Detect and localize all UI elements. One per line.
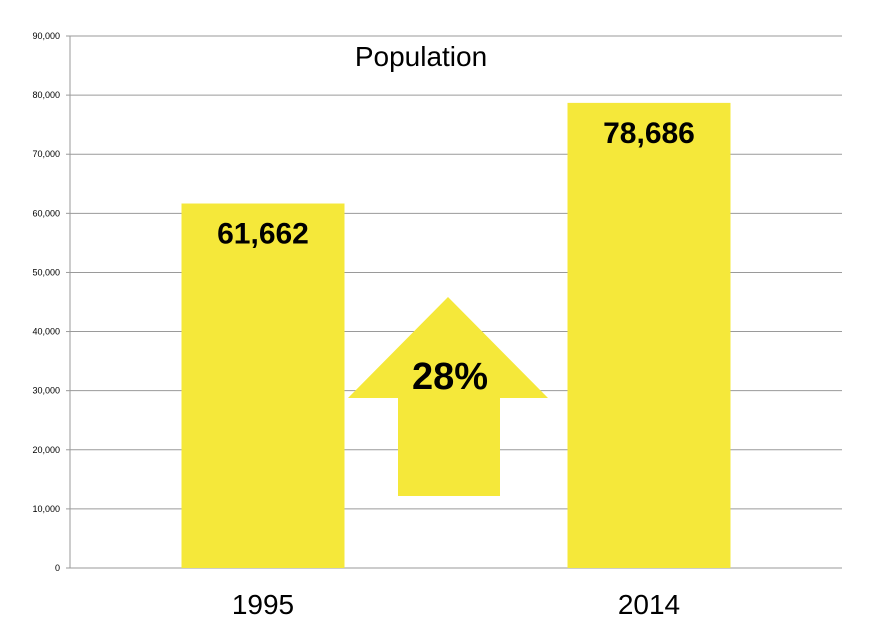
data-label-1995: 61,662: [217, 218, 309, 251]
data-label-2014: 78,686: [603, 117, 695, 150]
y-tick-label: 60,000: [32, 208, 60, 218]
bar-2014: [567, 102, 731, 569]
y-tick-label: 50,000: [32, 267, 60, 277]
percent-change-label: 28%: [412, 356, 488, 398]
bar-1995: [181, 203, 345, 568]
y-tick-label: 70,000: [32, 149, 60, 159]
category-label-1995: 1995: [232, 589, 294, 620]
x-axis-category-labels: 1995 2014: [232, 589, 680, 620]
y-tick-label: 90,000: [32, 31, 60, 41]
bars: [181, 102, 731, 569]
increase-arrow: 28%: [348, 297, 548, 496]
chart-title: Population: [355, 41, 487, 72]
category-label-2014: 2014: [618, 589, 680, 620]
y-tick-label: 30,000: [32, 386, 60, 396]
y-tick-label: 20,000: [32, 445, 60, 455]
y-tick-label: 40,000: [32, 327, 60, 337]
data-labels: 61,662 78,686: [217, 117, 695, 251]
y-tick-label: 10,000: [32, 504, 60, 514]
y-axis-ticks: 0 10,000 20,000 30,000 40,000 50,000 60,000 70,…: [32, 31, 60, 573]
up-arrow-shape: [348, 297, 548, 496]
y-tick-label: 0: [55, 563, 60, 573]
y-tick-label: 80,000: [32, 90, 60, 100]
